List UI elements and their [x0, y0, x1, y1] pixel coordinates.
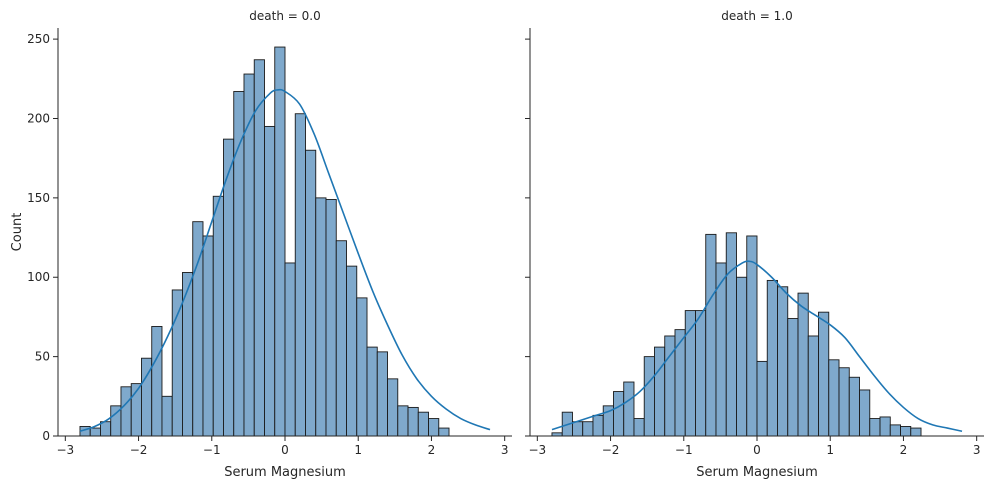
histogram-bar: [89, 427, 101, 437]
x-tick-label: −3: [528, 443, 546, 457]
histogram-bar: [366, 346, 378, 437]
histogram-bar: [623, 381, 635, 437]
y-tick-label: 50: [35, 350, 50, 364]
histogram-bar: [654, 346, 666, 437]
histogram-bar: [417, 411, 429, 437]
y-axis-label: Count: [10, 213, 25, 252]
x-axis-label: Serum Magnesium: [224, 465, 346, 480]
histogram-bar: [264, 125, 276, 437]
histogram-bar: [325, 199, 337, 437]
histogram-bar: [725, 232, 737, 437]
histogram-bar: [695, 310, 707, 437]
kde-curve: [79, 88, 491, 433]
histogram-bar: [787, 318, 799, 437]
panel-2: −3 −2 −1 0 1 2 3 death = 1.0 Serum Magnesium: [525, 9, 984, 480]
x-tick-label: −2: [130, 443, 148, 457]
kde-curve: [551, 260, 963, 433]
histogram-bar: [151, 326, 163, 437]
x-tick-label: 3: [973, 443, 981, 457]
histogram-bar: [613, 391, 625, 437]
histogram-bar: [387, 378, 399, 437]
histogram-bar: [284, 262, 296, 437]
y-tick-label: 200: [27, 111, 50, 125]
x-tick-label: 0: [281, 443, 289, 457]
histogram-bar: [633, 418, 645, 437]
histogram-bar: [869, 418, 881, 437]
histogram-bar: [120, 386, 132, 437]
y-tick-label: 100: [27, 270, 50, 284]
histogram-bars: [79, 46, 450, 437]
histogram-bar: [889, 424, 901, 437]
histogram-bar: [294, 113, 306, 437]
histogram-bar: [643, 356, 655, 437]
histogram-bar: [736, 276, 748, 437]
histogram-bar: [335, 240, 347, 437]
histogram-bar: [315, 197, 327, 437]
histogram-bar: [243, 73, 255, 437]
y-tick-label: 250: [27, 32, 50, 46]
x-axis-label: Serum Magnesium: [696, 465, 818, 480]
histogram-bar: [171, 289, 183, 437]
histogram-bar: [777, 286, 789, 437]
histogram-bar: [859, 389, 871, 437]
histogram-bar: [253, 59, 265, 437]
x-tick-label: −3: [56, 443, 74, 457]
histogram-bar: [438, 427, 450, 437]
x-tick-label: 2: [900, 443, 908, 457]
histogram-bar: [818, 311, 830, 437]
histogram-bar: [428, 418, 440, 437]
histogram-bar: [848, 376, 860, 437]
histogram-bar: [582, 421, 594, 437]
histogram-bar: [161, 395, 173, 437]
histogram-bar: [900, 426, 912, 437]
histogram-bar: [879, 416, 891, 437]
histogram-bar: [274, 46, 286, 437]
histogram-bar: [407, 406, 419, 437]
histogram-bar: [572, 421, 584, 437]
y-tick-label: 150: [27, 191, 50, 205]
panel-title: death = 1.0: [721, 9, 792, 23]
histogram-bar: [592, 414, 604, 437]
histogram-bar: [674, 329, 686, 437]
x-tick-label: 0: [753, 443, 761, 457]
histogram-bar: [233, 91, 245, 437]
histogram-bar: [828, 359, 840, 437]
histogram-bar: [746, 235, 758, 437]
histogram-bar: [705, 233, 717, 437]
x-tick-label: −2: [602, 443, 620, 457]
x-tick-label: 3: [501, 443, 509, 457]
histogram-bars: [551, 232, 922, 437]
histogram-bar: [356, 297, 368, 437]
histogram-bar: [838, 367, 850, 437]
histogram-bar: [376, 351, 388, 437]
x-tick-label: −1: [675, 443, 693, 457]
x-tick-label: 2: [428, 443, 436, 457]
x-tick-label: −1: [203, 443, 221, 457]
panel-1: −3 −2 −1 0 1 2 3 0 50 100 150 200 250 death = 0.0 Seru…: [10, 9, 512, 480]
panel-title: death = 0.0: [249, 9, 320, 23]
histogram-bar: [397, 405, 409, 437]
x-tick-label: 1: [826, 443, 834, 457]
histogram-bar: [910, 427, 922, 437]
histogram-bar: [202, 235, 214, 437]
histogram-bar: [756, 360, 768, 437]
histogram-bar: [212, 195, 224, 437]
histogram-bar: [766, 279, 778, 437]
y-tick-label: 0: [42, 429, 50, 443]
histogram-bar: [797, 292, 809, 437]
histogram-bar: [807, 335, 819, 437]
histogram-bar: [346, 265, 358, 437]
histogram-bar: [305, 149, 317, 437]
histogram-bar: [100, 421, 112, 437]
x-tick-label: 1: [354, 443, 362, 457]
